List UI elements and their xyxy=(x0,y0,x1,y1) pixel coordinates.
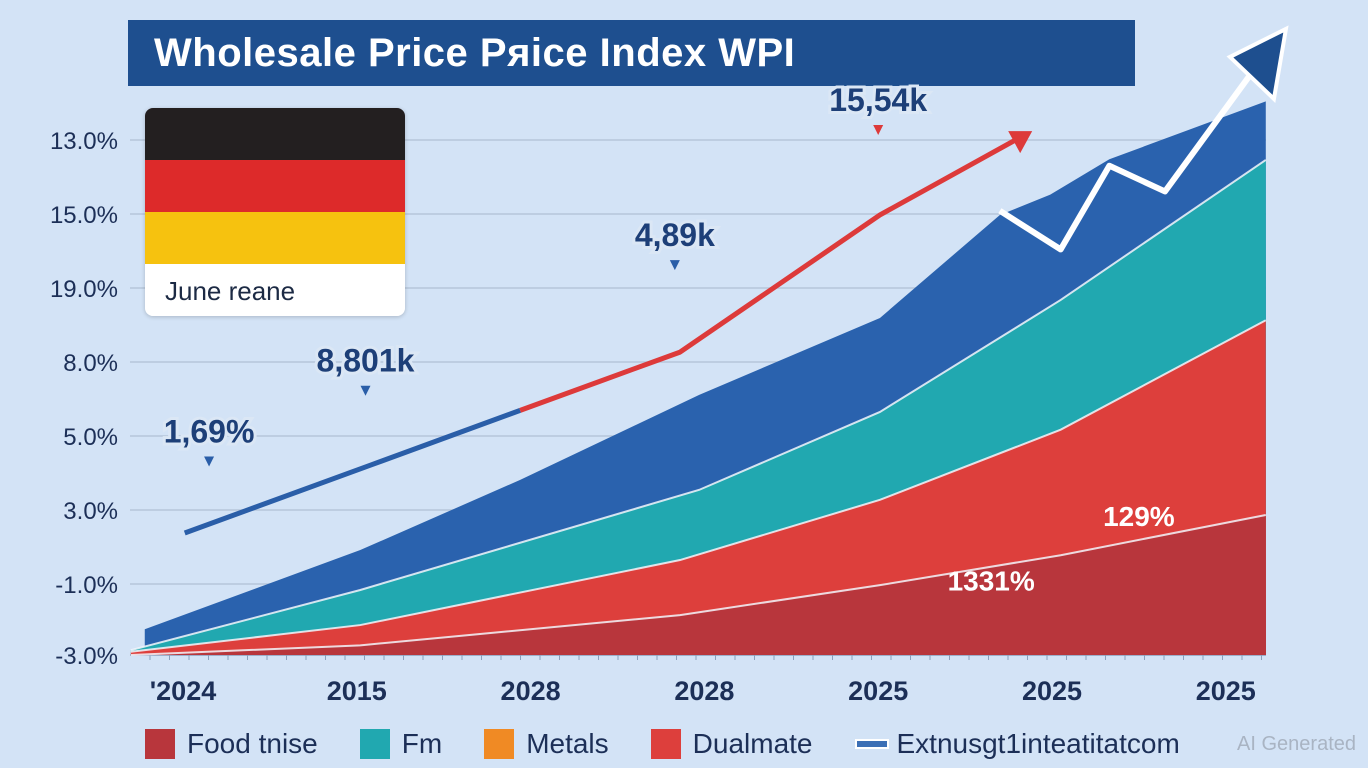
white-arrowhead xyxy=(1226,25,1289,103)
legend-item-dualmate: Dualmate xyxy=(650,728,813,760)
annotation-pointer xyxy=(360,385,371,396)
y-tick-label: 15.0% xyxy=(50,202,118,229)
annotation-pointer xyxy=(204,456,215,467)
annotation-label: 129% xyxy=(1103,501,1175,532)
y-tick-label: 5.0% xyxy=(63,424,118,451)
legend-label: Metals xyxy=(526,728,609,759)
legend-swatch xyxy=(650,729,681,759)
y-tick-label: 13.0% xyxy=(50,128,118,155)
y-tick-label: 19.0% xyxy=(50,276,118,303)
annotation-label: 15,54k xyxy=(829,82,927,118)
annotation-label: 1331% xyxy=(948,566,1035,597)
legend-label: Food tnise xyxy=(187,728,318,759)
annotation-label: 1,69% xyxy=(164,414,255,450)
annotation-label: 8,801k xyxy=(317,343,415,379)
trend-line-white xyxy=(998,35,1281,253)
area-boundary-line xyxy=(130,319,1267,653)
trend-line-red xyxy=(519,132,1026,413)
x-tick-label: 2028 xyxy=(501,676,561,706)
watermark: AI Generated xyxy=(1237,733,1356,755)
annotation-pointer xyxy=(873,124,884,135)
legend-label: Fm xyxy=(401,728,443,759)
y-tick-label: 8.0% xyxy=(63,350,118,377)
title-banner: Wholesale Price Pяice Index WPI xyxy=(128,20,1135,86)
legend: Food tnise Fm Metals Dualmate Extnusgt1i… xyxy=(145,728,1222,760)
area-boundary-line xyxy=(130,159,1267,652)
red-arrowhead xyxy=(1008,131,1033,154)
legend-swatch xyxy=(484,729,515,759)
flag-stripe-red xyxy=(145,160,405,212)
legend-swatch xyxy=(359,729,390,759)
x-tick-label: 2015 xyxy=(327,676,387,706)
chart-title: Wholesale Price Pяice Index WPI xyxy=(154,31,796,75)
flag-stripe-gold xyxy=(145,212,405,264)
x-tick-label: 2025 xyxy=(848,676,908,706)
legend-label: Extnusgt1inteatitatcom xyxy=(896,728,1180,759)
x-tick-label: '2024 xyxy=(150,676,217,706)
area-series-3 xyxy=(130,514,1267,655)
flag-label: June reane xyxy=(165,276,296,306)
y-tick-label: 3.0% xyxy=(63,498,118,525)
y-tick-label: -3.0% xyxy=(55,643,118,670)
legend-label: Dualmate xyxy=(692,728,813,759)
y-tick-label: -1.0% xyxy=(55,572,118,599)
legend-item-metals: Metals xyxy=(484,728,609,760)
germany-flag-card: June reane xyxy=(145,108,405,316)
x-tick-label: 2028 xyxy=(674,676,734,706)
legend-item-line: Extnusgt1inteatitatcom xyxy=(854,728,1180,760)
area-boundary-line xyxy=(130,513,1266,656)
annotation-label: 4,89k xyxy=(635,217,715,253)
legend-swatch xyxy=(145,729,175,759)
annotation-pointer xyxy=(669,260,680,271)
flag-stripe-black xyxy=(145,108,405,160)
legend-item-fm: Fm xyxy=(359,728,443,760)
flag-label-area: June reane xyxy=(145,264,405,316)
trend-line-blue xyxy=(183,408,522,536)
x-tick-label: 2025 xyxy=(1196,676,1256,706)
x-tick-label: 2025 xyxy=(1022,676,1082,706)
legend-line-swatch xyxy=(854,739,889,749)
legend-item-food: Food tnise xyxy=(145,728,318,760)
